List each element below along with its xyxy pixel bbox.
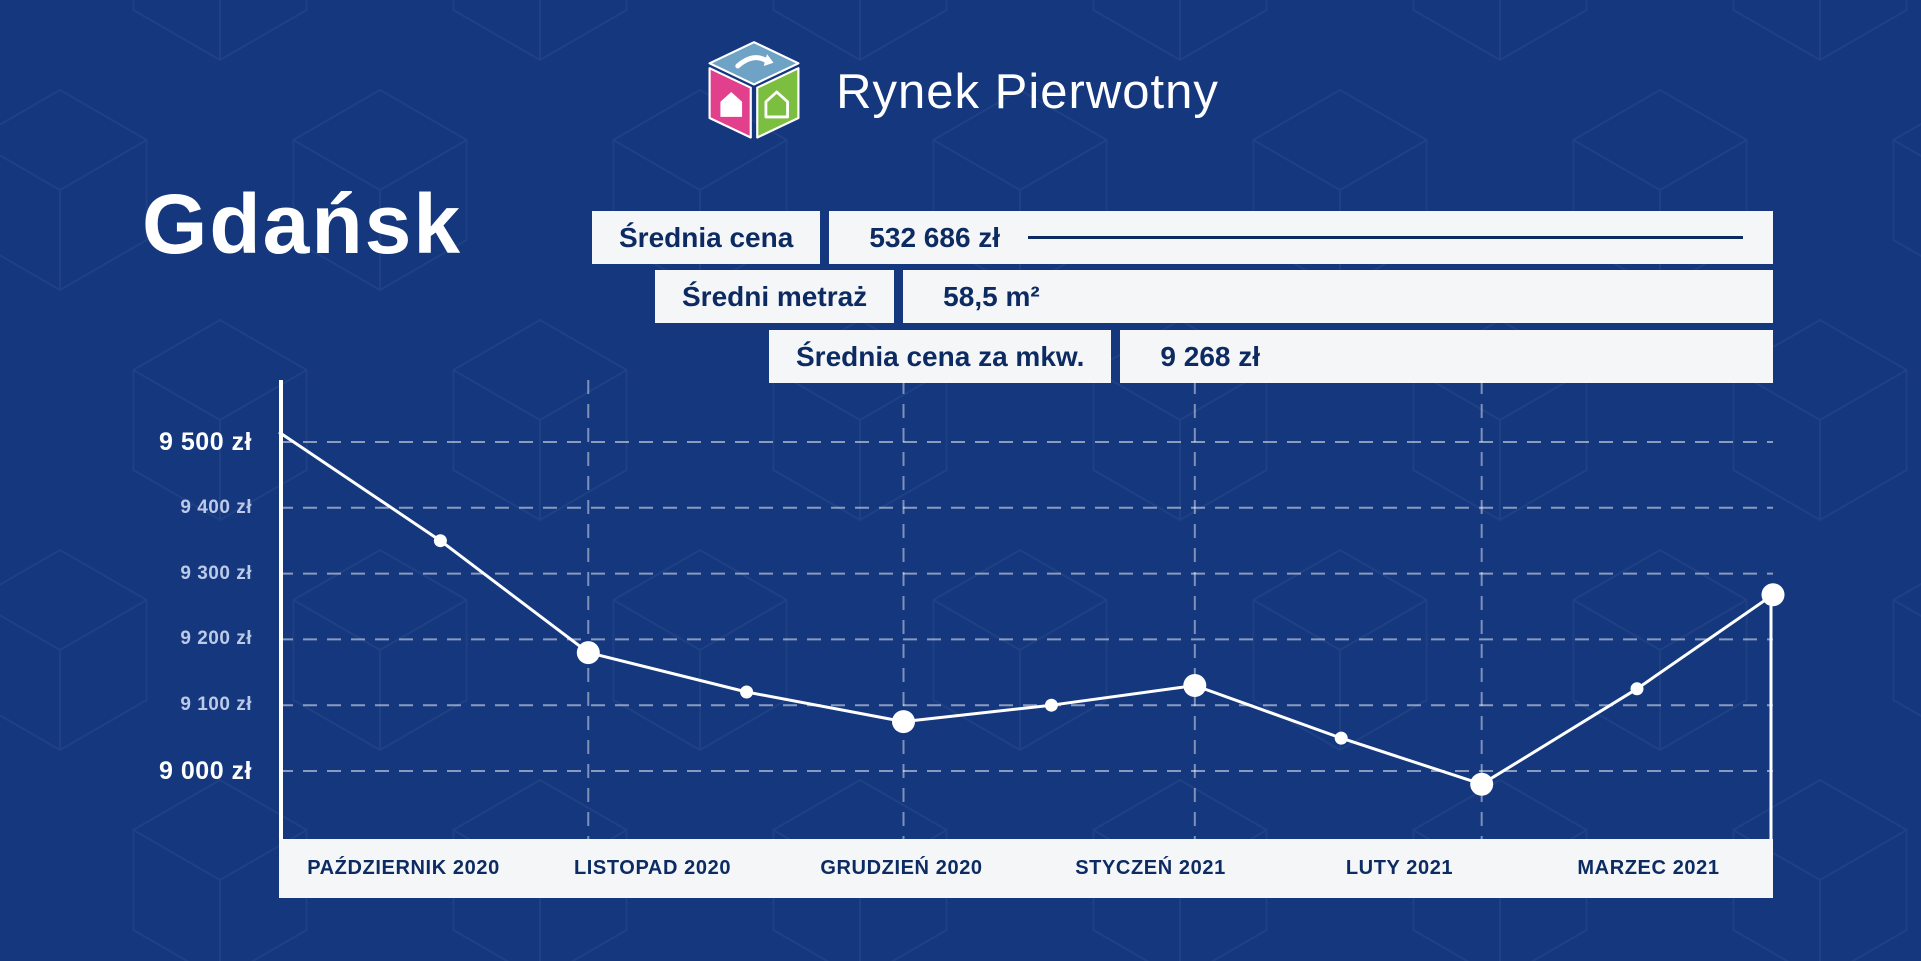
logo-brand-name: Rynek Pierwotny — [836, 65, 1219, 119]
city-title: Gdańsk — [142, 177, 463, 271]
x-axis-band: PAŹDZIERNIK 2020 LISTOPAD 2020 GRUDZIEŃ 20… — [279, 839, 1773, 898]
stat-value-bar: 532 686 zł — [829, 211, 1773, 264]
stat-label: Średnia cena za mkw. — [769, 330, 1112, 383]
data-point — [1470, 772, 1494, 796]
decorative-cube-outline — [1252, 548, 1428, 752]
decorative-cube-outline — [1092, 0, 1268, 62]
stat-row-average-price: Średnia cena 532 686 zł — [592, 211, 1773, 264]
stat-label: Średni metraż — [655, 270, 895, 323]
data-point — [1761, 583, 1785, 607]
decorative-cube-outline — [1572, 548, 1748, 752]
decorative-cube-outline — [292, 548, 468, 752]
stat-row-average-area: Średni metraż 58,5 m² — [655, 270, 1773, 323]
x-axis-label: PAŹDZIERNIK 2020 — [307, 857, 500, 879]
data-point — [433, 534, 447, 548]
decorative-cube-outline — [0, 88, 148, 292]
y-axis-tick-label: 9 200 zł — [180, 628, 252, 650]
rule-line — [1028, 236, 1743, 239]
stat-value-bar: 58,5 m² — [903, 270, 1773, 323]
data-point — [1183, 674, 1207, 697]
data-point — [1334, 731, 1348, 745]
y-axis-tick-label: 9 300 zł — [180, 562, 252, 584]
arrow-head-icon — [763, 54, 774, 66]
decorative-cube-outline — [0, 548, 148, 752]
cube-top-face — [708, 41, 800, 86]
y-axis-tick-label: 9 400 zł — [180, 496, 252, 518]
stat-value-bar: 9 268 zł — [1120, 330, 1773, 383]
x-axis-label: MARZEC 2021 — [1577, 857, 1720, 879]
decorative-cube-outline — [1412, 318, 1588, 522]
decorative-cube-outline — [1732, 0, 1908, 62]
decorative-cube-outline — [1732, 778, 1908, 961]
decorative-cube-outline — [1412, 0, 1588, 62]
decorative-cube-outline — [1092, 318, 1268, 522]
decorative-cube-outline — [452, 318, 628, 522]
data-point — [1630, 682, 1644, 696]
decorative-cube-outline — [1892, 582, 1921, 718]
house-outline-icon — [764, 90, 790, 119]
house-icon — [720, 92, 743, 117]
logo-cube-icon — [708, 41, 800, 139]
stat-value: 532 686 zł — [869, 221, 1001, 253]
stat-row-average-price-per-sqm: Średnia cena za mkw. 9 268 zł — [769, 330, 1773, 383]
cube-right-face — [756, 67, 800, 139]
decorative-cube-outline — [772, 0, 948, 62]
decorative-cube-outline — [1732, 318, 1908, 522]
x-axis-label: LUTY 2021 — [1345, 857, 1454, 879]
y-axis-tick-label: 9 500 zł — [159, 428, 252, 456]
logo: Rynek Pierwotny — [0, 40, 1921, 144]
stat-label: Średnia cena — [592, 211, 821, 264]
decorative-cube-outline — [132, 778, 308, 961]
stat-value: 58,5 m² — [943, 280, 1040, 312]
decorative-cube-outline — [292, 88, 468, 292]
price-line — [278, 430, 1774, 786]
decorative-cube-outline — [132, 0, 308, 62]
decorative-cube-outline — [452, 0, 628, 62]
y-axis-tick-label: 9 100 zł — [180, 694, 252, 716]
x-axis-label: GRUDZIEŃ 2020 — [820, 857, 983, 879]
decorative-cube-outline — [772, 318, 948, 522]
data-point — [1044, 698, 1058, 712]
data-point — [740, 685, 754, 699]
stat-value: 9 268 zł — [1160, 340, 1261, 372]
decorative-cube-outline — [132, 318, 308, 522]
decorative-cube-outline — [612, 548, 788, 752]
line-chart-svg — [278, 380, 1785, 839]
x-axis-label: STYCZEŃ 2021 — [1075, 857, 1226, 879]
y-axis-tick-label: 9 000 zł — [159, 757, 252, 785]
decorative-cube-outline — [932, 548, 1108, 752]
data-point — [576, 641, 600, 665]
x-axis-label: LISTOPAD 2020 — [573, 857, 732, 879]
data-point — [892, 710, 915, 734]
